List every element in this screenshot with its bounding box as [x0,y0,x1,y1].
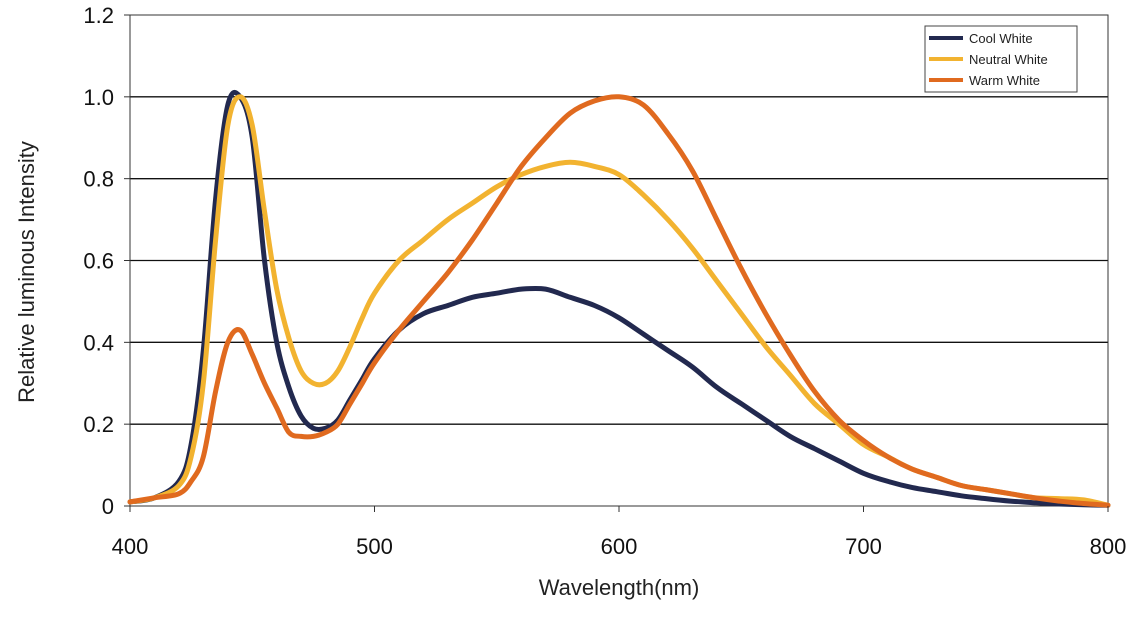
y-axis-ticks: 0 0.2 0.4 0.6 0.8 1.0 1.2 [83,3,130,519]
legend: Cool White Neutral White Warm White [924,25,1078,93]
series-line-neutral-white [127,94,1111,508]
legend-label-cool-white: Cool White [969,31,1033,46]
y-tick-label-0: 0 [102,494,114,519]
series-line-warm-white [127,94,1111,508]
x-tick-label-4: 800 [1090,534,1127,559]
y-tick-label-6: 1.2 [83,3,114,28]
x-tick-label-3: 700 [845,534,882,559]
y-tick-label-1: 0.2 [83,412,114,437]
y-tick-label-4: 0.8 [83,167,114,192]
x-axis-title: Wavelength(nm) [539,575,700,600]
legend-label-neutral-white: Neutral White [969,52,1048,67]
grid-lines [130,96,1108,425]
y-tick-label-5: 1.0 [83,85,114,110]
x-tick-label-2: 600 [601,534,638,559]
x-axis-ticks: 400 500 600 700 800 [112,506,1127,559]
y-axis-title: Relative luminous Intensity [14,141,39,403]
series-lines [127,90,1111,508]
x-tick-label-0: 400 [112,534,149,559]
legend-label-warm-white: Warm White [969,73,1040,88]
y-tick-label-3: 0.6 [83,249,114,274]
y-tick-label-2: 0.4 [83,330,114,355]
x-tick-label-1: 500 [356,534,393,559]
